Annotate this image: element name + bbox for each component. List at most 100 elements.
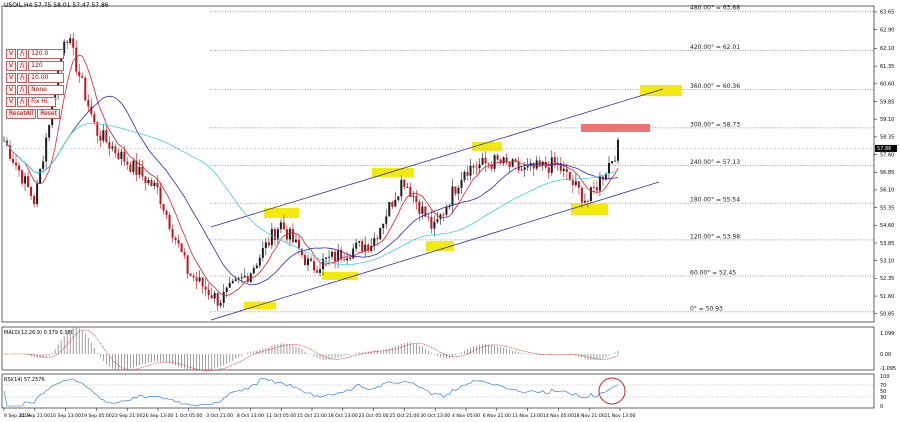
value-field[interactable]: None xyxy=(28,85,65,95)
candle-body xyxy=(90,106,93,115)
x-tick-label: 4 Nov 05:00 xyxy=(452,413,480,419)
candle-body xyxy=(607,162,610,174)
candle-body xyxy=(165,210,168,216)
candle-body xyxy=(258,257,261,266)
rsi-tick-label: 70 xyxy=(880,383,886,389)
candle-body xyxy=(457,187,460,194)
reset-button[interactable]: Reset xyxy=(37,109,60,119)
candle-body xyxy=(243,276,246,278)
candle-body xyxy=(9,145,12,159)
rsi-tick-label: 30 xyxy=(880,395,886,401)
y-tick-label: 59.10 xyxy=(880,117,894,123)
reset-all-button[interactable]: ResetAll xyxy=(6,109,37,119)
candle-body xyxy=(358,241,361,243)
macd-signal-line xyxy=(4,329,619,372)
candle-body xyxy=(316,270,319,273)
candle-body xyxy=(120,151,123,159)
candle-body xyxy=(343,259,346,261)
candle-body xyxy=(297,239,300,249)
candle-body xyxy=(306,258,309,266)
x-tick-label: 14 Nov 05:00 xyxy=(543,413,574,419)
candle-body xyxy=(385,216,388,224)
candle-body xyxy=(252,268,255,274)
value-field[interactable]: 10.00 xyxy=(28,73,65,83)
candle-body xyxy=(454,186,457,194)
candle-body xyxy=(75,47,78,72)
value-field[interactable]: 120.0 xyxy=(28,49,65,59)
fib-level-label: 420.00° = 62.01 xyxy=(690,44,740,51)
candle-body xyxy=(249,273,252,282)
candle-body xyxy=(547,167,550,173)
candle-body xyxy=(240,277,243,279)
candle-body xyxy=(499,159,502,164)
value-field[interactable]: Fix Hi xyxy=(28,97,57,107)
candle-body xyxy=(180,243,183,253)
y-tick-label: 58.35 xyxy=(880,135,894,141)
current-price-tag xyxy=(875,144,897,152)
buy-button[interactable]: /\ xyxy=(17,97,28,107)
candle-body xyxy=(364,244,367,252)
sell-button[interactable]: V xyxy=(6,73,17,83)
candle-body xyxy=(87,100,90,107)
sell-button[interactable]: V xyxy=(6,85,17,95)
candle-body xyxy=(586,200,589,202)
sell-button[interactable]: V xyxy=(6,61,17,71)
candle-body xyxy=(421,206,424,214)
candle-body xyxy=(361,241,364,252)
candle-body xyxy=(319,269,322,273)
x-tick-label: 6 Nov 21:00 xyxy=(483,413,511,419)
sell-button[interactable]: V xyxy=(6,49,17,59)
candle-body xyxy=(415,195,418,202)
resistance-zone xyxy=(581,124,650,132)
candle-body xyxy=(21,170,24,184)
candle-body xyxy=(117,153,120,159)
candle-body xyxy=(192,275,195,278)
candle-body xyxy=(334,251,337,262)
candle-body xyxy=(18,165,21,171)
rsi-marker-circle xyxy=(598,377,626,405)
candle-body xyxy=(246,276,249,282)
candle-body xyxy=(99,135,102,141)
x-tick-label: 21 Nov 13:00 xyxy=(605,413,636,419)
buy-button[interactable]: /\ xyxy=(17,73,28,83)
candle-body xyxy=(54,92,57,102)
buy-button[interactable]: /\ xyxy=(17,85,28,95)
buy-button[interactable]: /\ xyxy=(17,49,28,59)
candle-body xyxy=(174,237,177,240)
rsi-label: RSI(14) 57.2576 xyxy=(4,377,45,383)
y-tick-label: 59.85 xyxy=(880,99,894,105)
rsi-tick-label: 100 xyxy=(880,374,890,380)
candle-body xyxy=(412,195,415,197)
buy-button[interactable]: /\ xyxy=(17,61,28,71)
candle-body xyxy=(472,165,475,168)
macd-tick-label: 0.00 xyxy=(880,352,891,358)
candle-body xyxy=(559,162,562,171)
candle-body xyxy=(571,180,574,185)
x-tick-label: 11 Oct 05:00 xyxy=(266,413,296,419)
candle-body xyxy=(469,165,472,176)
fib-level-label: 60.00° = 52.45 xyxy=(690,270,736,277)
sell-button[interactable]: V xyxy=(6,97,17,107)
candle-body xyxy=(349,258,352,260)
candle-body xyxy=(430,216,433,229)
candle-body xyxy=(538,160,541,166)
candle-body xyxy=(382,223,385,228)
candle-body xyxy=(496,155,499,160)
fib-level-label: 480.00° = 63.68 xyxy=(690,5,740,12)
rsi-tick-label: 50 xyxy=(880,389,886,395)
candle-body xyxy=(517,161,520,171)
candle-body xyxy=(228,283,231,288)
x-tick-label: 23 Oct 05:00 xyxy=(359,413,389,419)
candle-body xyxy=(553,157,556,164)
y-tick-label: 50.85 xyxy=(880,312,894,318)
ma-fast-line xyxy=(3,54,619,296)
candle-body xyxy=(255,265,258,269)
fib-level-label: 180.00° = 55.54 xyxy=(690,197,740,204)
value-field[interactable]: 120 xyxy=(28,61,65,71)
y-tick-label: 63.65 xyxy=(880,10,894,16)
candle-body xyxy=(24,176,27,184)
y-tick-label: 52.35 xyxy=(880,276,894,282)
candle-body xyxy=(523,167,526,170)
current-price-label: 57.86 xyxy=(877,146,891,152)
